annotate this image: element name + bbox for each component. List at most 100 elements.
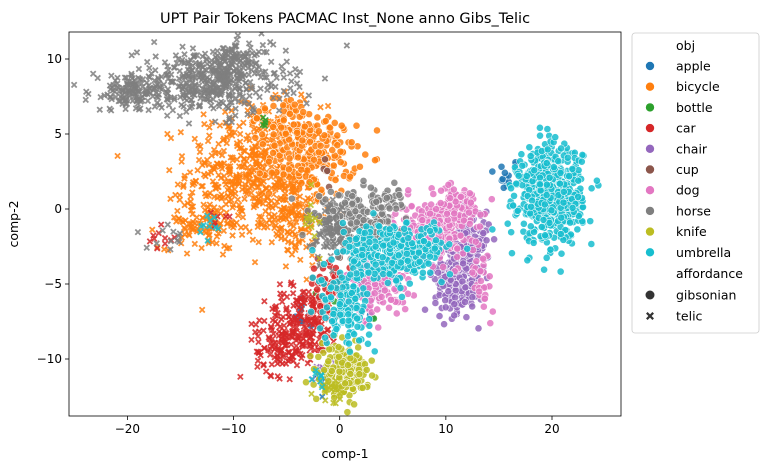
- data-point-bicycle: [260, 178, 268, 185]
- data-point-bicycle: [258, 213, 265, 221]
- data-point-bicycle: [215, 171, 222, 179]
- data-point-bicycle: [333, 141, 342, 150]
- data-point-car: [291, 315, 298, 322]
- data-point-bicycle: [233, 173, 240, 181]
- data-point-bicycle: [235, 201, 243, 209]
- data-point-bicycle: [240, 147, 248, 154]
- data-point-bicycle: [218, 191, 225, 198]
- data-point-umbrella: [566, 218, 574, 227]
- data-point-umbrella: [351, 294, 360, 303]
- data-point-car: [277, 294, 285, 302]
- data-point-umbrella: [586, 217, 595, 226]
- x-axis-ticks: −20 −10 0 10 20: [115, 416, 560, 436]
- data-point-bicycle: [216, 122, 224, 129]
- data-point-umbrella: [536, 131, 544, 140]
- data-point-car: [287, 333, 294, 340]
- data-point-car: [288, 279, 295, 286]
- chart-title: UPT Pair Tokens PACMAC Inst_None anno Gi…: [160, 11, 530, 27]
- data-point-bicycle: [180, 183, 187, 191]
- data-point-bicycle: [310, 155, 318, 164]
- data-point-umbrella: [587, 184, 596, 193]
- data-point-umbrella: [365, 330, 373, 339]
- data-point-dog: [446, 194, 455, 203]
- data-point-car: [299, 351, 306, 359]
- data-point-knife: [311, 232, 318, 240]
- data-point-bicycle: [268, 238, 276, 246]
- data-point-bicycle: [233, 140, 241, 147]
- data-point-dog: [476, 267, 485, 275]
- data-point-knife: [327, 367, 336, 375]
- data-point-horse: [209, 48, 217, 56]
- data-point-horse: [94, 74, 101, 82]
- data-point-umbrella: [518, 161, 527, 170]
- data-point-car: [276, 281, 284, 288]
- data-point-chair: [431, 299, 440, 307]
- data-point-bicycle: [167, 195, 174, 203]
- data-point-car: [161, 240, 169, 247]
- data-point-dog: [487, 195, 496, 204]
- data-point-bicycle: [182, 225, 189, 233]
- data-point-bicycle: [167, 134, 175, 142]
- legend-label-knife: knife: [676, 224, 707, 239]
- data-point-car: [299, 342, 307, 350]
- data-point-bicycle: [271, 215, 278, 223]
- data-point-bicycle: [188, 226, 196, 233]
- data-point-umbrella: [526, 152, 535, 160]
- data-point-dog: [450, 209, 459, 218]
- data-point-knife: [346, 354, 355, 363]
- data-point-bicycle: [253, 175, 261, 183]
- data-point-bicycle: [258, 130, 267, 139]
- data-point-bicycle: [215, 140, 222, 148]
- data-point-car: [291, 348, 299, 355]
- data-point-horse: [280, 74, 288, 81]
- data-point-bicycle: [250, 125, 258, 133]
- data-point-dog: [453, 244, 462, 253]
- data-point-umbrella: [344, 310, 353, 319]
- data-point-umbrella: [542, 180, 551, 189]
- data-point-umbrella: [510, 191, 518, 200]
- data-point-bicycle: [206, 201, 214, 208]
- legend-marker-gibsonian: [645, 290, 655, 300]
- data-point-bicycle: [191, 219, 199, 227]
- data-point-bicycle: [176, 191, 183, 199]
- data-point-bicycle: [246, 176, 253, 183]
- data-point-horse: [351, 207, 360, 216]
- data-point-chair: [434, 268, 443, 277]
- data-point-cup: [323, 166, 332, 175]
- data-point-umbrella: [577, 157, 586, 166]
- data-point-bicycle: [251, 133, 260, 142]
- data-point-bicycle: [336, 158, 345, 167]
- data-point-umbrella: [392, 276, 401, 285]
- data-point-bicycle: [278, 224, 286, 231]
- data-point-umbrella: [398, 292, 406, 301]
- data-point-chair: [440, 320, 448, 329]
- data-point-umbrella: [355, 336, 364, 345]
- data-point-bicycle: [194, 167, 201, 174]
- data-point-knife: [306, 352, 315, 360]
- data-point-car: [293, 301, 301, 309]
- x-tick-label: −20: [115, 422, 140, 436]
- data-point-umbrella: [364, 268, 373, 277]
- data-point-umbrella: [525, 143, 534, 152]
- data-point-horse: [315, 192, 324, 201]
- data-point-bicycle: [282, 213, 289, 220]
- data-point-dog: [456, 231, 465, 240]
- data-point-car: [254, 363, 261, 370]
- data-point-apple: [488, 167, 497, 176]
- data-point-horse: [372, 197, 381, 206]
- data-point-car: [287, 280, 295, 288]
- data-point-chair: [450, 311, 459, 320]
- data-point-umbrella: [488, 225, 497, 234]
- data-point-car: [303, 329, 310, 337]
- data-point-knife: [350, 400, 359, 409]
- data-point-bicycle: [258, 188, 266, 196]
- data-point-chair: [461, 298, 469, 306]
- data-point-umbrella: [365, 238, 374, 247]
- x-tick-label: 0: [336, 422, 344, 436]
- data-point-horse: [145, 106, 152, 114]
- data-point-bicycle: [255, 238, 262, 246]
- data-point-umbrella: [349, 257, 358, 266]
- data-point-umbrella: [308, 246, 317, 255]
- legend-style-title: affordance: [676, 266, 743, 281]
- data-point-bicycle: [234, 196, 242, 203]
